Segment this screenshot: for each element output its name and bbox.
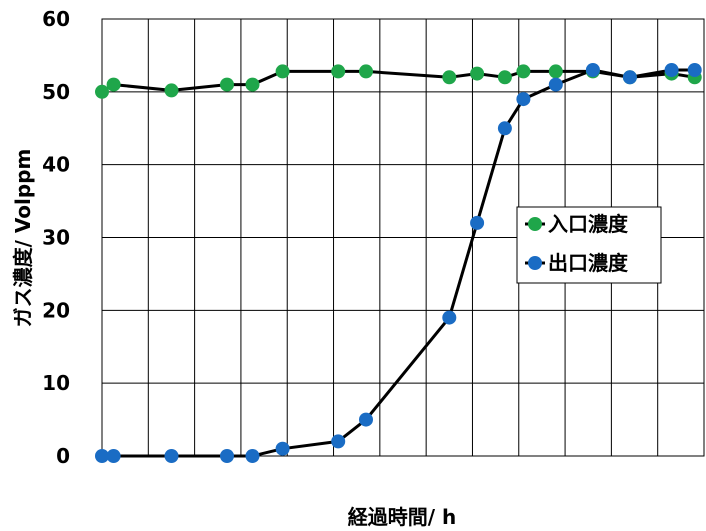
data-point-series-0 (470, 66, 485, 81)
data-point-series-0 (548, 64, 563, 79)
data-point-series-1 (275, 441, 290, 456)
data-point-series-0 (106, 77, 121, 92)
data-point-series-0 (164, 83, 179, 98)
legend-outlet-marker (528, 256, 542, 270)
y-axis-ticks: 0 10 20 30 40 50 60 (42, 7, 70, 468)
data-point-series-1 (245, 449, 260, 463)
y-tick-label: 20 (42, 298, 70, 322)
data-point-series-1 (359, 412, 373, 427)
data-point-series-1 (442, 310, 457, 325)
data-point-series-0 (245, 77, 260, 92)
legend-inlet-marker (528, 217, 542, 231)
legend-inlet-label: 入口濃度 (548, 212, 629, 236)
y-tick-label: 0 (56, 444, 70, 468)
data-point-series-0 (331, 64, 346, 79)
y-tick-label: 40 (42, 153, 70, 177)
y-tick-label: 60 (42, 7, 70, 31)
y-axis-title: ガス濃度/ Volppm (11, 149, 35, 328)
x-axis-title: 経過時間/ h (348, 505, 457, 529)
series-layer (95, 63, 702, 463)
data-point-series-1 (548, 77, 563, 92)
y-tick-label: 30 (42, 226, 70, 250)
data-point-series-1 (622, 70, 637, 85)
data-point-series-1 (331, 434, 346, 449)
data-point-series-0 (95, 84, 109, 99)
legend: 入口濃度 出口濃度 (516, 206, 662, 284)
data-point-series-1 (220, 449, 234, 463)
data-point-series-1 (664, 63, 679, 77)
data-point-series-1 (95, 449, 109, 463)
data-point-series-0 (442, 70, 457, 85)
data-point-series-0 (275, 64, 290, 79)
data-point-series-0 (220, 77, 234, 92)
data-point-series-1 (470, 215, 485, 230)
data-point-series-1 (497, 121, 512, 136)
plot-area-border (101, 18, 705, 457)
y-tick-label: 50 (42, 80, 70, 104)
data-point-series-1 (516, 92, 531, 107)
data-point-series-0 (359, 64, 373, 79)
legend-outlet-label: 出口濃度 (548, 251, 629, 275)
data-point-series-1 (106, 449, 121, 463)
data-point-series-1 (687, 63, 702, 77)
data-point-series-1 (164, 449, 179, 463)
data-point-series-0 (516, 64, 531, 79)
legend-box (516, 206, 662, 284)
data-point-series-0 (497, 70, 512, 85)
y-tick-label: 10 (42, 371, 70, 395)
data-point-series-1 (585, 63, 600, 77)
